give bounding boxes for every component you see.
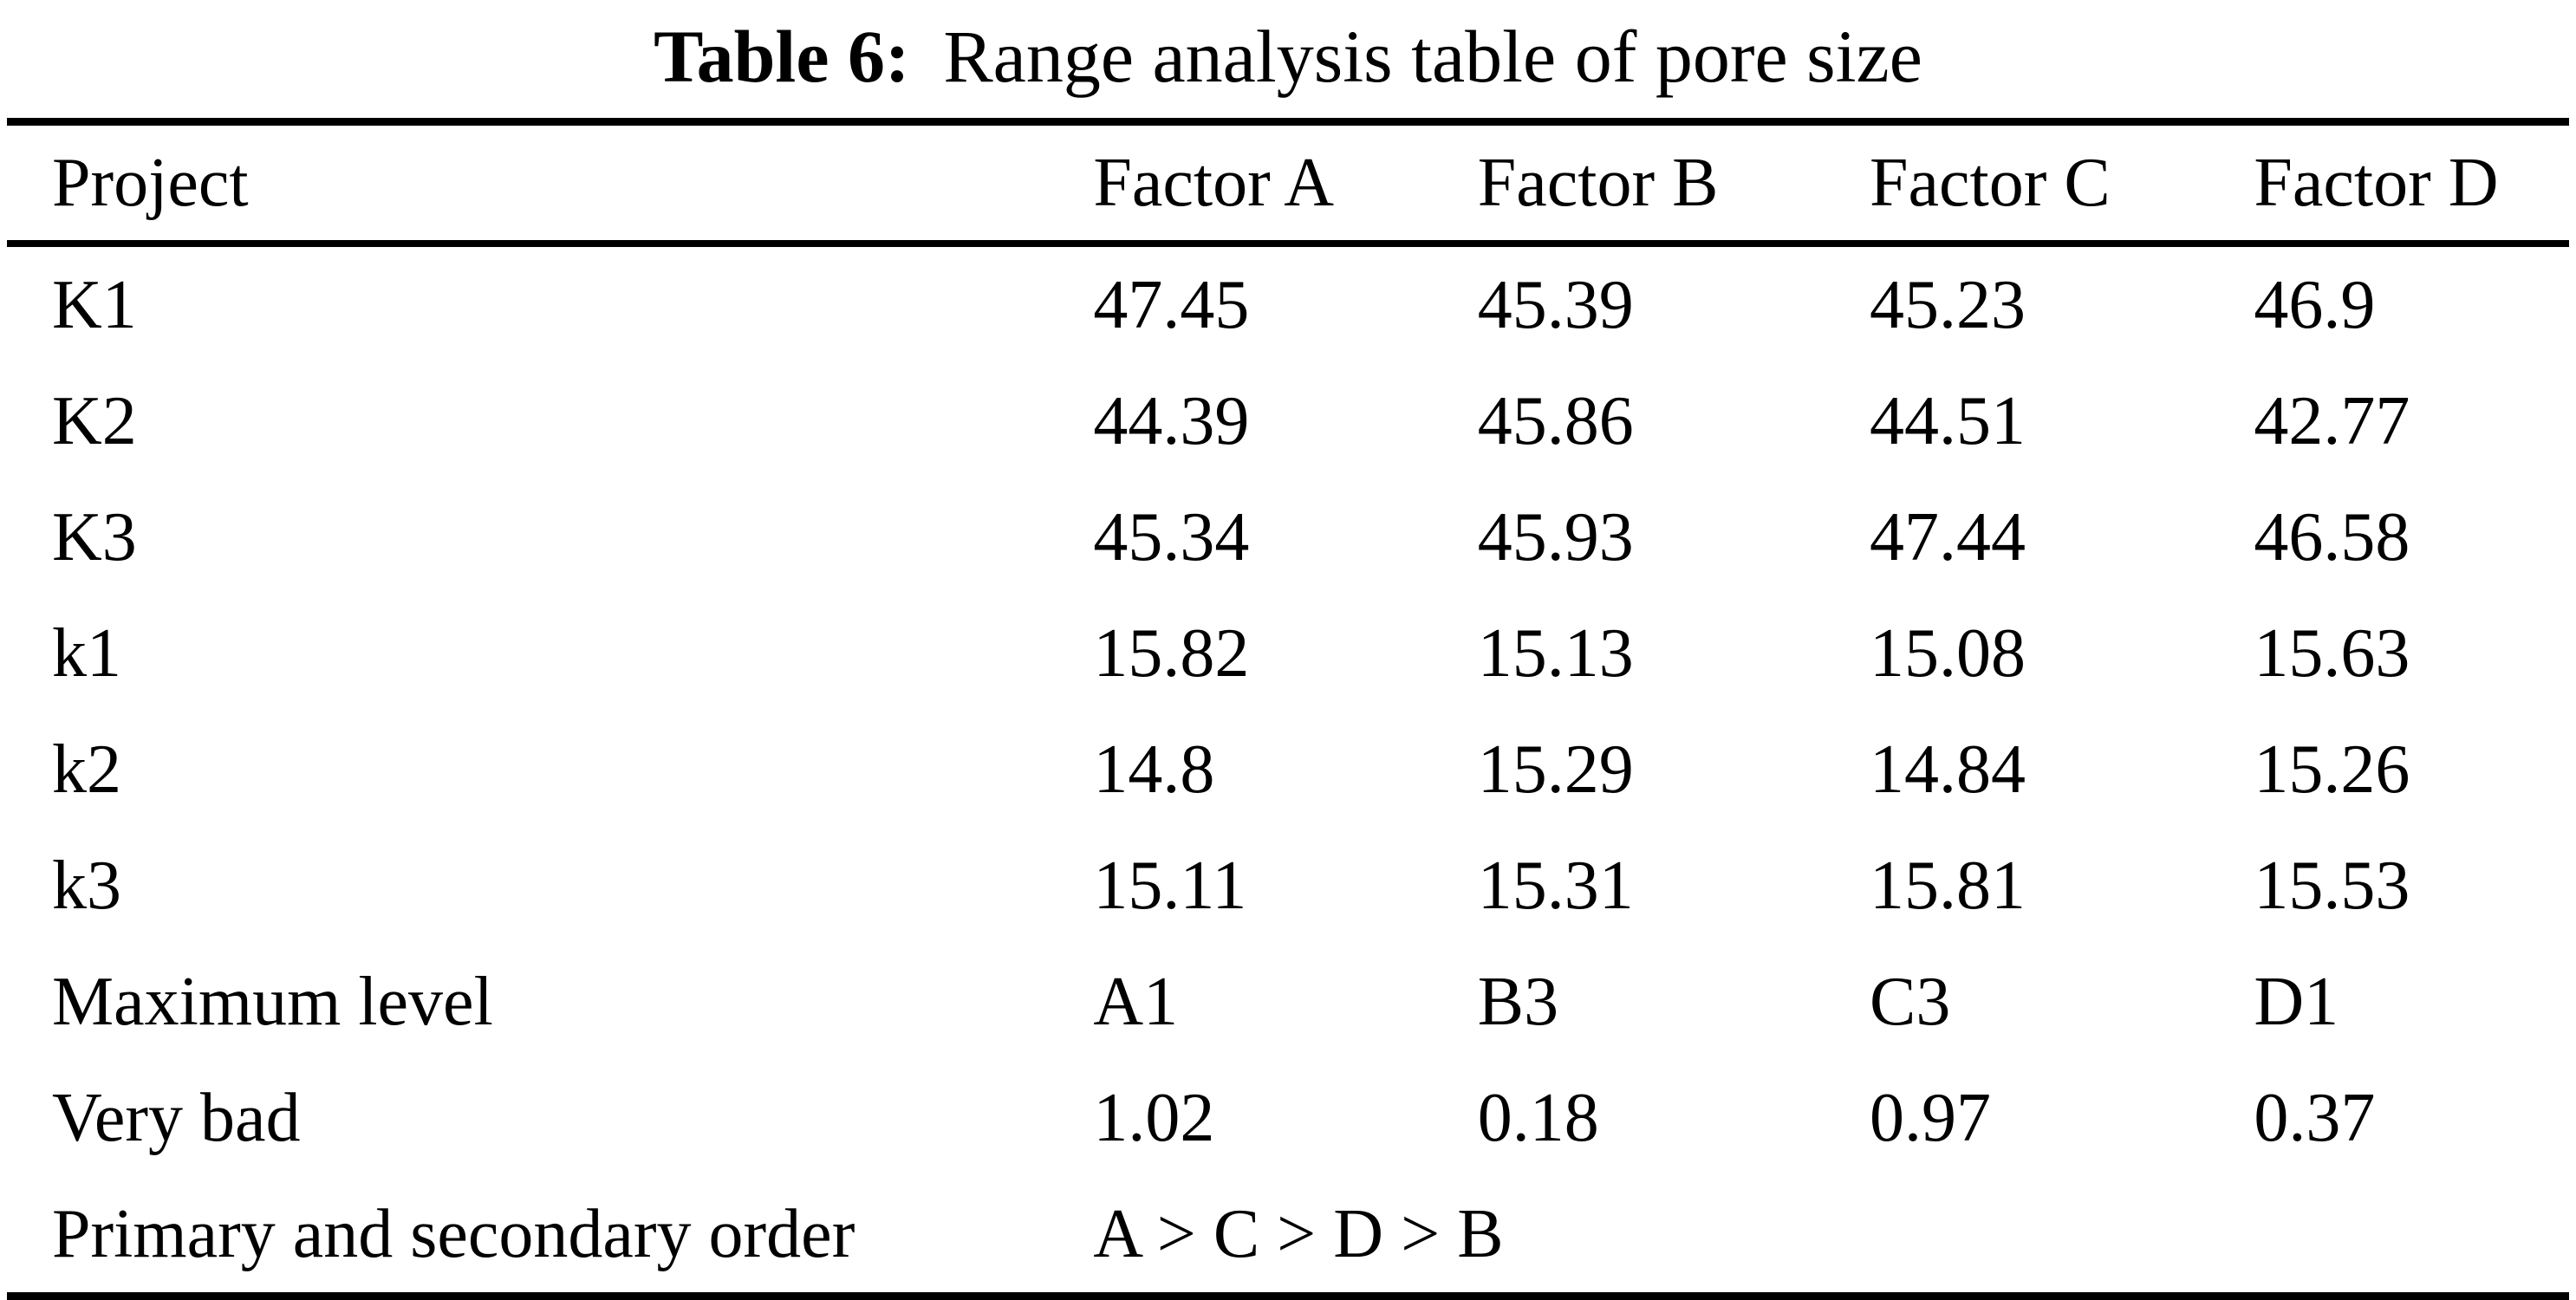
row-label: Primary and secondary order (52, 1195, 855, 1272)
table-row-k1: k1 15.82 15.13 15.08 15.63 (7, 595, 2569, 712)
value-cell: 0.37 (2254, 1079, 2376, 1156)
table-row-k2: k2 14.8 15.29 14.84 15.26 (7, 712, 2569, 828)
table-row-maximum-level: Maximum level A1 B3 C3 D1 (7, 944, 2569, 1060)
table-row-primary-secondary-order: Primary and secondary order A > C > D > … (7, 1176, 2569, 1297)
value-cell: 45.34 (1093, 498, 1250, 575)
value-cell: 15.11 (1093, 847, 1247, 924)
value-cell: 46.9 (2254, 266, 2376, 343)
column-header-factor-b: Factor B (1477, 121, 1870, 247)
row-label: Maximum level (52, 963, 493, 1040)
column-header-factor-d: Factor D (2254, 121, 2569, 247)
header-row: Project Factor A Factor B Factor C Facto… (7, 121, 2569, 247)
row-label: K1 (52, 266, 137, 343)
value-cell: 47.45 (1093, 266, 1250, 343)
value-cell: 0.97 (1870, 1079, 1991, 1156)
row-label: k2 (52, 731, 121, 808)
value-cell: 15.82 (1093, 614, 1250, 692)
value-cell: 47.44 (1870, 498, 2026, 575)
value-cell: 44.51 (1870, 382, 2026, 459)
value-cell: 44.39 (1093, 382, 1250, 459)
value-cell: 46.58 (2254, 498, 2410, 575)
column-header-factor-c: Factor C (1870, 121, 2254, 247)
value-cell: 15.31 (1477, 847, 1634, 924)
value-cell: 45.23 (1870, 266, 2026, 343)
column-header-project: Project (7, 121, 1094, 247)
value-cell: 15.13 (1477, 614, 1634, 692)
value-cell: 15.53 (2254, 847, 2410, 924)
value-cell: C3 (1870, 963, 1951, 1040)
value-cell: A1 (1093, 963, 1179, 1040)
table-row-very-bad: Very bad 1.02 0.18 0.97 0.37 (7, 1060, 2569, 1176)
column-header-factor-a: Factor A (1093, 121, 1478, 247)
value-cell: 45.86 (1477, 382, 1634, 459)
value-cell: 45.93 (1477, 498, 1634, 575)
value-cell: D1 (2254, 963, 2339, 1040)
value-cell: 14.84 (1870, 731, 2026, 808)
value-cell: 45.39 (1477, 266, 1634, 343)
table-caption: Table 6: Range analysis table of pore siz… (0, 9, 2576, 104)
row-label: k1 (52, 614, 121, 692)
table-row-K3: K3 45.34 45.93 47.44 46.58 (7, 479, 2569, 595)
value-cell: 14.8 (1093, 731, 1215, 808)
value-cell: 0.18 (1477, 1079, 1599, 1156)
value-cell: 15.63 (2254, 614, 2410, 692)
value-cell: 15.29 (1477, 731, 1634, 808)
value-cell: B3 (1477, 963, 1559, 1040)
value-cell: 1.02 (1093, 1079, 1215, 1156)
row-label: K2 (52, 382, 137, 459)
value-cell: 42.77 (2254, 382, 2410, 459)
table-row-k3: k3 15.11 15.31 15.81 15.53 (7, 828, 2569, 944)
row-label: k3 (52, 847, 121, 924)
row-label: Very bad (52, 1079, 301, 1156)
table-caption-number: Table 6: (654, 15, 910, 98)
table-row-K2: K2 44.39 45.86 44.51 42.77 (7, 363, 2569, 479)
row-label: K3 (52, 498, 137, 575)
value-cell: 15.08 (1870, 614, 2026, 692)
value-cell: 15.81 (1870, 847, 2026, 924)
table-row-K1: K1 47.45 45.39 45.23 46.9 (7, 244, 2569, 363)
value-cell: 15.26 (2254, 731, 2410, 808)
table-caption-title: Range analysis table of pore size (943, 15, 1922, 98)
range-analysis-table: Project Factor A Factor B Factor C Facto… (7, 118, 2569, 1300)
order-value-cell: A > C > D > B (1093, 1195, 1504, 1272)
